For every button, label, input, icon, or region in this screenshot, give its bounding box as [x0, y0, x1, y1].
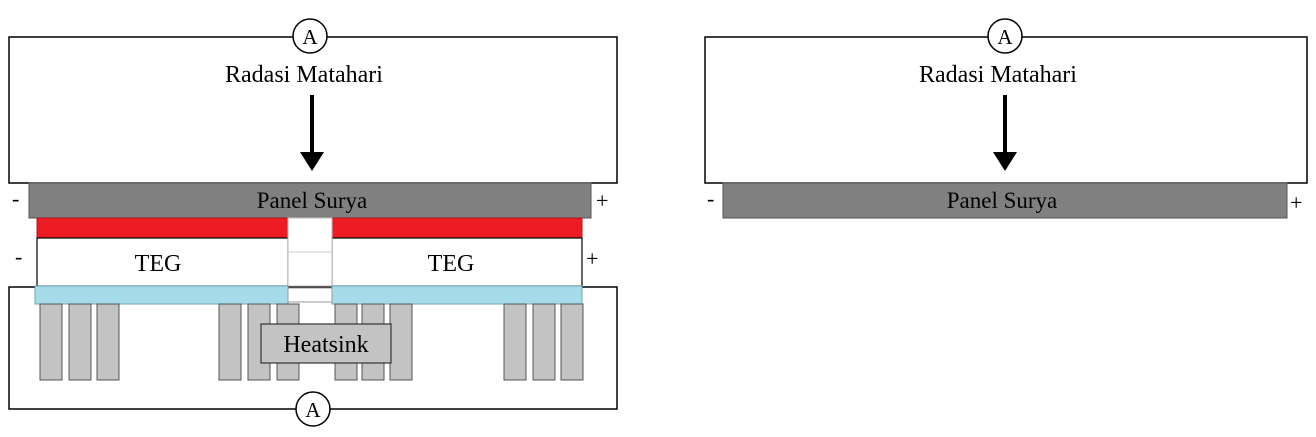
solar-radiation-label: Radasi Matahari — [225, 62, 383, 88]
solar-panel-label: Panel Surya — [257, 188, 368, 213]
panel-plus-terminal: + — [1290, 190, 1302, 215]
left-diagram: A Radasi Matahari Panel Surya - + TEG TE… — [8, 18, 618, 427]
heatsink-fin — [218, 303, 242, 381]
heatsink-label-box — [260, 323, 392, 364]
teg-right-cold-plate — [331, 285, 583, 305]
teg-minus-terminal: - — [15, 244, 22, 269]
right-top-ammeter: A — [987, 18, 1023, 54]
heatsink-fin — [560, 303, 584, 381]
right-diagram: A Radasi Matahari Panel Surya - + — [704, 18, 1308, 219]
heatsink-fin — [39, 303, 63, 381]
solar-panel — [28, 182, 592, 219]
center-cold-gap — [287, 287, 333, 303]
teg-right-module — [331, 237, 583, 287]
panel-minus-terminal: - — [707, 186, 714, 211]
radiation-arrow — [993, 95, 1017, 171]
heatsink-label: Heatsink — [283, 332, 368, 358]
left-top-ammeter: A — [292, 18, 328, 54]
panel-plus-terminal: + — [596, 188, 608, 213]
heatsink-fins — [39, 303, 584, 381]
solar-radiation-label: Radasi Matahari — [919, 62, 1077, 88]
teg-left-cold-plate — [34, 285, 289, 305]
heatsink-fin — [68, 303, 92, 381]
teg-plus-terminal: + — [586, 246, 598, 271]
teg-left-hot-plate — [36, 217, 289, 239]
ammeter-symbol: A — [997, 25, 1013, 49]
heatsink-fin — [532, 303, 556, 381]
teg-left-module — [36, 237, 289, 287]
heatsink-fin — [389, 303, 413, 381]
ammeter-symbol: A — [305, 398, 321, 422]
teg-right-hot-plate — [331, 217, 583, 239]
heatsink-fin — [96, 303, 120, 381]
solar-panel — [722, 182, 1288, 219]
heatsink-fin — [503, 303, 527, 381]
teg-right-label: TEG — [428, 251, 475, 277]
radiation-arrow — [300, 95, 324, 171]
teg-left-label: TEG — [135, 251, 182, 277]
ammeter-symbol: A — [302, 25, 318, 49]
left-bottom-ammeter: A — [295, 391, 331, 427]
solar-panel-label: Panel Surya — [947, 188, 1058, 213]
panel-minus-terminal: - — [12, 186, 19, 211]
